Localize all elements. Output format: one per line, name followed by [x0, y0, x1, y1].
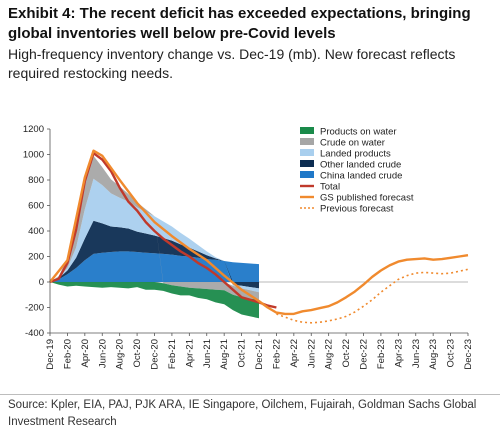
y-tick-label: -200 — [25, 303, 44, 314]
legend-label-china-landed-crude: China landed crude — [320, 171, 402, 182]
x-tick-label: Dec-23 — [463, 339, 474, 370]
x-tick-label: Apr-23 — [393, 339, 404, 368]
x-tick-label: Jun-23 — [411, 339, 422, 368]
x-tick-label: Apr-21 — [184, 339, 195, 368]
legend-swatch-china-landed-crude — [300, 171, 314, 178]
chart-subtitle: High-frequency inventory change vs. Dec-… — [8, 46, 456, 81]
x-tick-label: Feb-23 — [376, 339, 387, 369]
source-note: Source: Kpler, EIA, PAJ, PJK ARA, IE Sin… — [8, 399, 477, 428]
x-tick-label: Feb-20 — [62, 339, 73, 369]
legend-swatch-products-on-water — [300, 127, 314, 134]
legend-label-total: Total — [320, 182, 340, 193]
x-tick-label: Aug-21 — [219, 339, 230, 370]
x-tick-label: Oct-20 — [132, 339, 143, 368]
other-landed-crude-area — [50, 220, 259, 289]
y-tick-label: 200 — [28, 252, 44, 263]
x-tick-label: Oct-21 — [237, 339, 248, 368]
x-tick-label: Oct-23 — [446, 339, 457, 368]
legend-swatch-crude-on-water — [300, 138, 314, 145]
x-tick-label: Jun-22 — [306, 339, 317, 368]
x-tick-label: Oct-22 — [341, 339, 352, 368]
legend-label-landed-products: Landed products — [320, 149, 391, 160]
y-tick-label: -400 — [25, 328, 44, 339]
x-tick-label: Dec-21 — [254, 339, 265, 370]
footer-divider — [0, 394, 500, 395]
legend-label-gs-published-forecast: GS published forecast — [320, 193, 414, 204]
chart-title: Exhibit 4: The recent deficit has exceed… — [8, 5, 471, 42]
china-landed-crude-area — [50, 251, 259, 282]
y-tick-label: 0 — [39, 277, 44, 288]
legend-swatch-landed-products — [300, 149, 314, 156]
x-tick-label: Aug-23 — [428, 339, 439, 370]
x-tick-label: Aug-22 — [324, 339, 335, 370]
products-on-water-area — [50, 282, 259, 319]
legend-label-products-on-water: Products on water — [320, 127, 397, 138]
x-tick-label: Apr-20 — [80, 339, 91, 368]
legend-swatch-other-landed-crude — [300, 160, 314, 167]
x-tick-label: Apr-22 — [289, 339, 300, 368]
y-tick-label: 1200 — [23, 124, 44, 135]
y-tick-label: 600 — [28, 201, 44, 212]
x-tick-label: Jun-21 — [202, 339, 213, 368]
x-tick-label: Jun-20 — [97, 339, 108, 368]
y-tick-label: 1000 — [23, 150, 44, 161]
x-tick-label: Aug-20 — [115, 339, 126, 370]
gs-forecast-line — [49, 149, 469, 316]
x-tick-label: Feb-22 — [271, 339, 282, 369]
landed-products-area — [50, 178, 259, 293]
y-tick-label: 400 — [28, 226, 44, 237]
y-tick-label: 800 — [28, 175, 44, 186]
x-tick-label: Feb-21 — [167, 339, 178, 369]
inventory-chart: -400 -200 0 200 400 600 800 1000 1200 Dec-19 Feb-2… — [23, 124, 474, 370]
x-tick-label: Dec-22 — [359, 339, 370, 370]
legend-label-other-landed-crude: Other landed crude — [320, 160, 401, 171]
legend-label-previous-forecast: Previous forecast — [320, 204, 394, 215]
x-tick-label: Dec-19 — [45, 339, 56, 370]
x-tick-label: Dec-20 — [150, 339, 161, 370]
legend-label-crude-on-water: Crude on water — [320, 138, 385, 149]
